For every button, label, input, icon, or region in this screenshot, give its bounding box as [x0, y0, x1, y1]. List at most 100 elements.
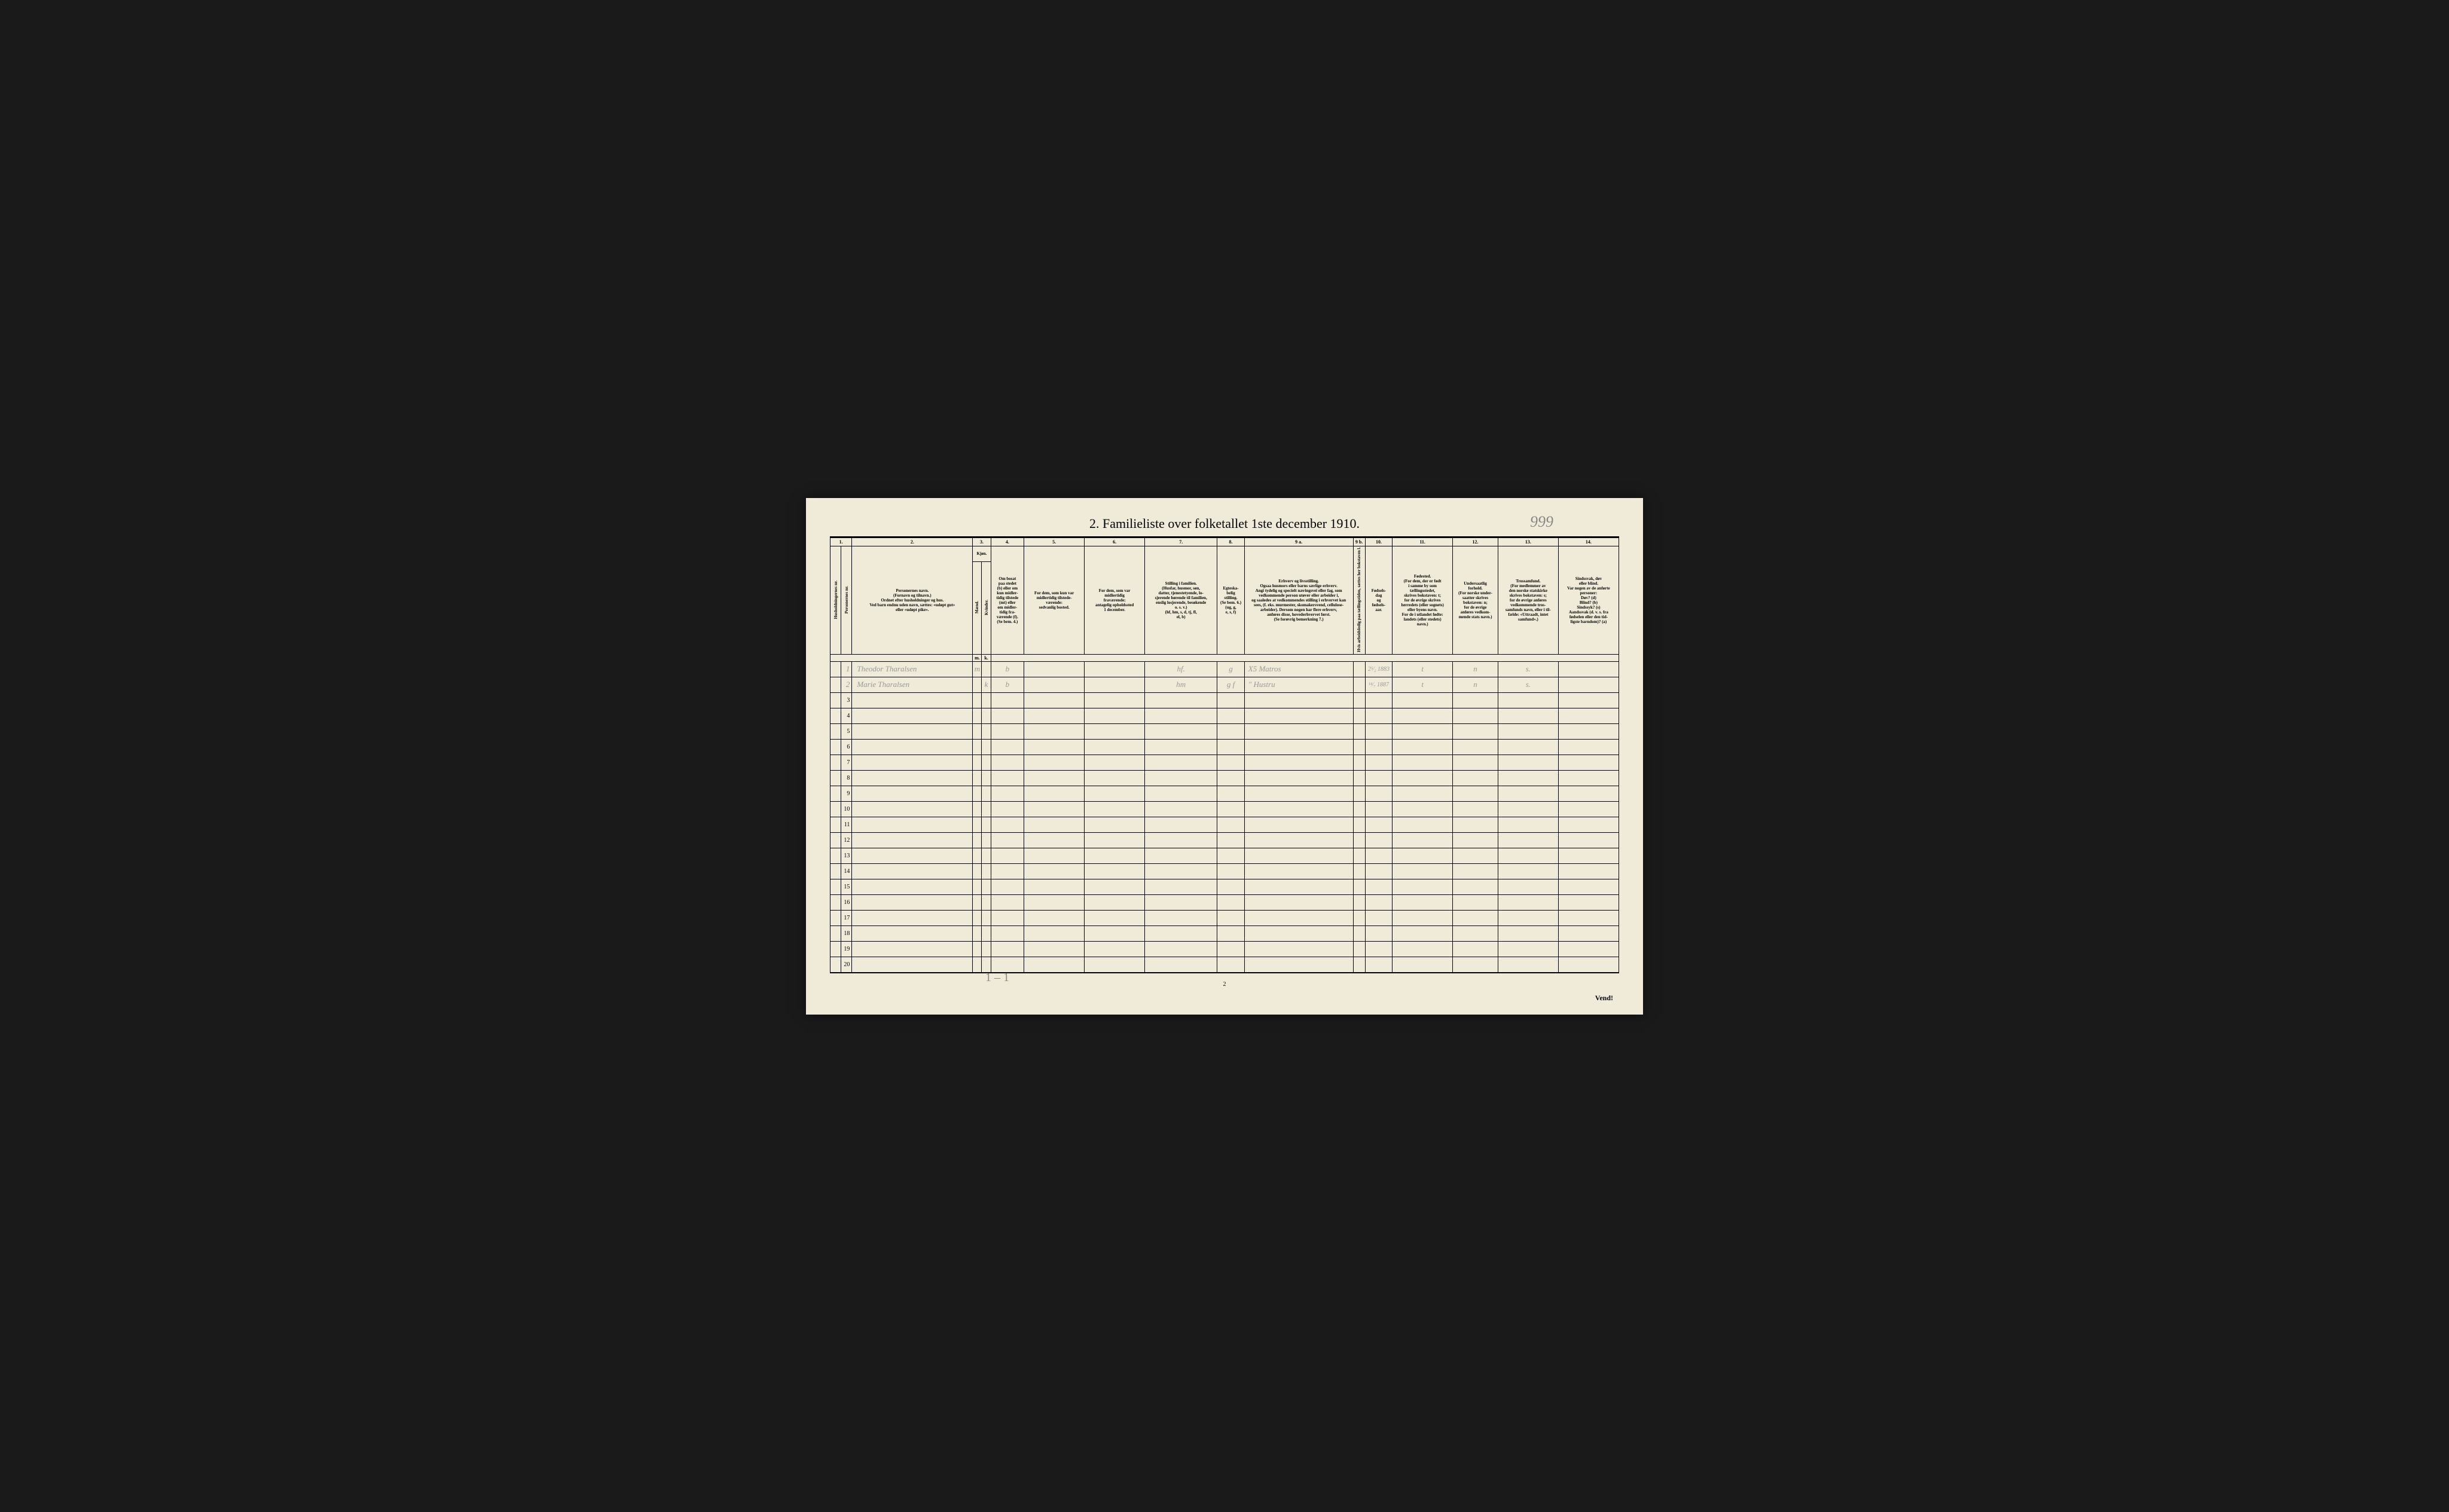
- census-table: 1. 2. 3. 4. 5. 6. 7. 8. 9 a. 9 b. 10. 11…: [830, 538, 1619, 973]
- cell-undersaatlig: n: [1453, 662, 1498, 677]
- cell-egteskab: g f: [1217, 677, 1244, 693]
- row-number: 20: [841, 957, 852, 973]
- header-maend: Mænd.: [973, 561, 982, 654]
- row-hushold: [830, 911, 841, 926]
- row-number: 15: [841, 879, 852, 895]
- header-egteskab: Egteska- belig stilling. (Se bem. 6.) (u…: [1217, 546, 1244, 655]
- row-hushold: [830, 724, 841, 740]
- table-body: 1 Theodor Tharalsen m b hf. g X5 Matros …: [830, 662, 1619, 973]
- colnum-6: 6.: [1085, 538, 1145, 546]
- row-number: 14: [841, 864, 852, 879]
- colnum-8: 8.: [1217, 538, 1244, 546]
- subhead-mk: m. k.: [830, 654, 1619, 661]
- row-hushold: [830, 786, 841, 802]
- cell-trossamfund: s.: [1498, 677, 1558, 693]
- cell-sedvanlig: [1024, 677, 1085, 693]
- document-page: 2. Familieliste over folketallet 1ste de…: [806, 498, 1643, 1015]
- cell-sedvanlig: [1024, 662, 1085, 677]
- row-number: 12: [841, 833, 852, 848]
- header-kjon: Kjøn.: [973, 546, 991, 562]
- table-row: 18: [830, 926, 1619, 942]
- header-row: Husholdningernes nr. Personernes nr. Per…: [830, 546, 1619, 562]
- cell-fodested: t: [1393, 662, 1453, 677]
- cell-name: Marie Tharalsen: [852, 677, 973, 693]
- row-hushold: [830, 879, 841, 895]
- m-label: m.: [973, 654, 982, 661]
- cell-undersaatlig: n: [1453, 677, 1498, 693]
- footer-vend: Vend!: [1595, 994, 1613, 1003]
- colnum-7: 7.: [1145, 538, 1217, 546]
- row-hushold: [830, 895, 841, 911]
- row-number: 19: [841, 942, 852, 957]
- cell-fodested: t: [1393, 677, 1453, 693]
- colnum-3: 3.: [973, 538, 991, 546]
- colnum-10: 10.: [1365, 538, 1392, 546]
- row-hushold: [830, 942, 841, 957]
- table-row: 6: [830, 740, 1619, 755]
- table-row: 19: [830, 942, 1619, 957]
- handwritten-page-number: 999: [1530, 513, 1553, 531]
- cell-trossamfund: s.: [1498, 662, 1558, 677]
- header-undersaatlig: Undersaatlig forhold. (For norske under-…: [1453, 546, 1498, 655]
- table-row: 13: [830, 848, 1619, 864]
- header-navn: Personernes navn. (Fornavn og tilnavn.) …: [852, 546, 973, 655]
- column-number-row: 1. 2. 3. 4. 5. 6. 7. 8. 9 a. 9 b. 10. 11…: [830, 538, 1619, 546]
- colnum-9b: 9 b.: [1353, 538, 1365, 546]
- colnum-9a: 9 a.: [1244, 538, 1353, 546]
- table-row: 2 Marie Tharalsen k b hm g f " Hustru ¹⁴…: [830, 677, 1619, 693]
- cell-erhverv: X5 Matros: [1244, 662, 1353, 677]
- header-arbeidsledig: Hvis arbeidsledig paa tællingstiden, sæt…: [1353, 546, 1365, 655]
- header-sindssvak: Sindssvak, døv eller blind. Var nogen av…: [1558, 546, 1619, 655]
- colnum-14: 14.: [1558, 538, 1619, 546]
- colnum-12: 12.: [1453, 538, 1498, 546]
- colnum-11: 11.: [1393, 538, 1453, 546]
- row-hushold: [830, 848, 841, 864]
- cell-fodsels: ¹⁴⁄₇ 1887: [1365, 677, 1392, 693]
- row-hushold: [830, 693, 841, 708]
- row-number: 8: [841, 771, 852, 786]
- cell-bosat: b: [991, 677, 1024, 693]
- row-hushold: [830, 802, 841, 817]
- cell-stilling: hf.: [1145, 662, 1217, 677]
- table-row: 1 Theodor Tharalsen m b hf. g X5 Matros …: [830, 662, 1619, 677]
- table-container: 1. 2. 3. 4. 5. 6. 7. 8. 9 a. 9 b. 10. 11…: [830, 536, 1619, 974]
- cell-opholdssted: [1085, 677, 1145, 693]
- table-row: 8: [830, 771, 1619, 786]
- cell-egteskab: g: [1217, 662, 1244, 677]
- cell-opholdssted: [1085, 662, 1145, 677]
- cell-stilling: hm: [1145, 677, 1217, 693]
- table-row: 12: [830, 833, 1619, 848]
- cell-fodsels: 2⁵⁄₂ 1883: [1365, 662, 1392, 677]
- cell-k: k: [982, 677, 991, 693]
- row-hushold: [830, 833, 841, 848]
- table-row: 9: [830, 786, 1619, 802]
- header-bosat: Om bosat paa stedet (b) eller om kun mid…: [991, 546, 1024, 655]
- row-number: 9: [841, 786, 852, 802]
- colnum-2: 2.: [852, 538, 973, 546]
- colnum-1: 1.: [830, 538, 852, 546]
- cell-sindssvak: [1558, 662, 1619, 677]
- row-hushold: [830, 864, 841, 879]
- header-fodested: Fødested. (For dem, der er født i samme …: [1393, 546, 1453, 655]
- cell-name: Theodor Tharalsen: [852, 662, 973, 677]
- header-erhverv: Erhverv og livsstilling. Ogsaa husmors e…: [1244, 546, 1353, 655]
- row-number: 18: [841, 926, 852, 942]
- row-number: 16: [841, 895, 852, 911]
- row-number: 3: [841, 693, 852, 708]
- row-number: 2: [841, 677, 852, 693]
- row-number: 13: [841, 848, 852, 864]
- header-stilling: Stilling i familien. (Husfar, husmor, sø…: [1145, 546, 1217, 655]
- table-row: 16: [830, 895, 1619, 911]
- row-number: 1: [841, 662, 852, 677]
- cell-bosat: b: [991, 662, 1024, 677]
- row-number: 17: [841, 911, 852, 926]
- printed-page-number: 2: [1223, 981, 1226, 988]
- cell-arbeidsledig: [1353, 677, 1365, 693]
- cell-erhverv: " Hustru: [1244, 677, 1353, 693]
- row-hushold: [830, 662, 841, 677]
- row-hushold: [830, 817, 841, 833]
- table-row: 17: [830, 911, 1619, 926]
- page-title: 2. Familieliste over folketallet 1ste de…: [1089, 516, 1360, 532]
- bottom-handwriting: 1 – 1: [985, 971, 1009, 985]
- cell-arbeidsledig: [1353, 662, 1365, 677]
